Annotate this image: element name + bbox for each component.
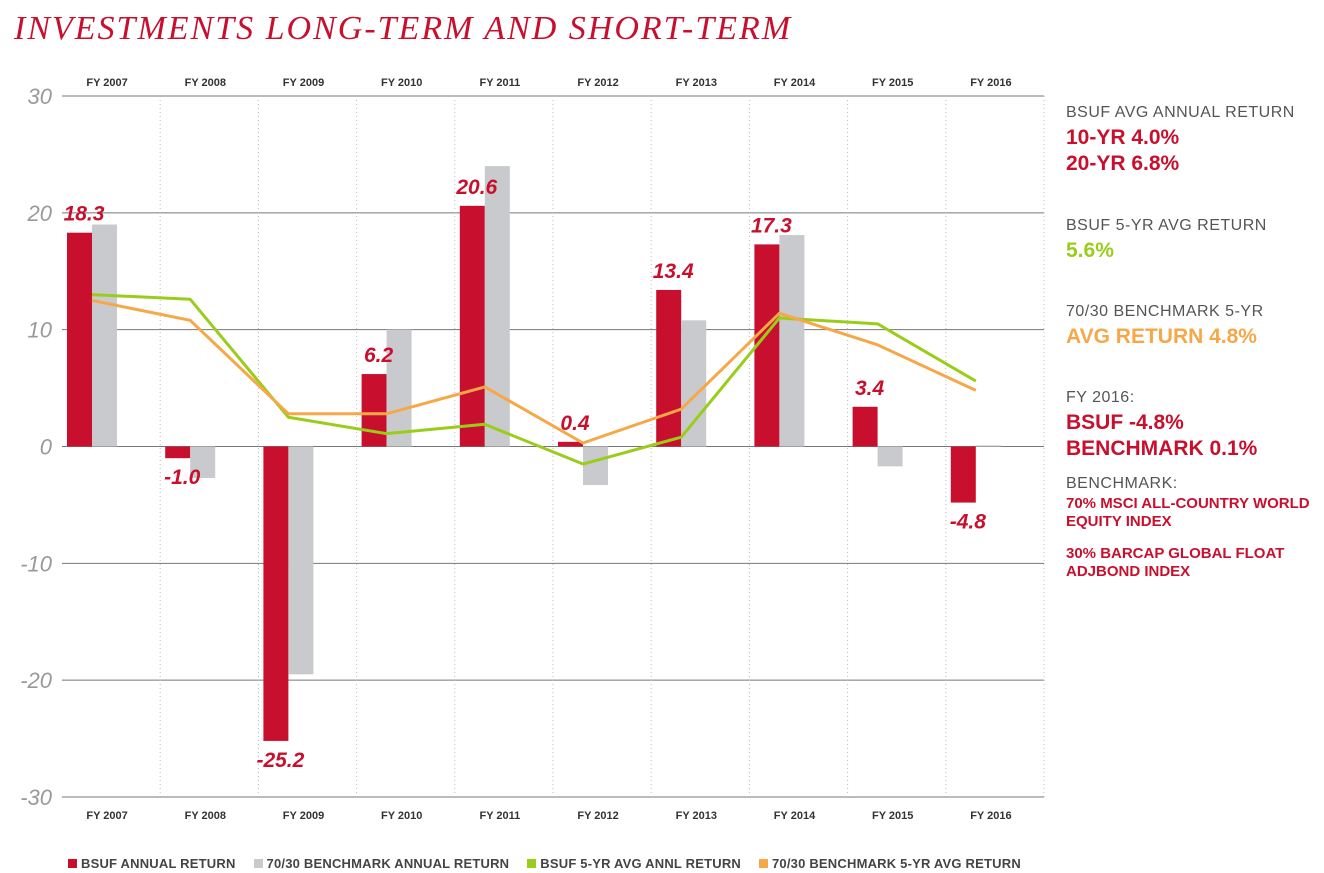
chart-title: INVESTMENTS LONG-TERM AND SHORT-TERM <box>14 10 793 47</box>
benchmark-msci: 70% MSCI ALL-COUNTRY WORLD EQUITY INDEX <box>1066 495 1310 530</box>
bar-benchmark <box>484 166 510 447</box>
y-tick-label: -20 <box>20 668 53 693</box>
bar-bsuf <box>263 446 289 741</box>
x-tick-label-top: FY 2013 <box>676 77 717 89</box>
x-tick-label-bottom: FY 2013 <box>676 810 717 822</box>
fy2016-bsuf: BSUF -4.8% <box>1066 411 1184 434</box>
x-tick-label-bottom: FY 2016 <box>970 810 1011 822</box>
x-tick-label-top: FY 2011 <box>480 77 521 89</box>
side-panel: BSUF AVG ANNUAL RETURN 10-YR 4.0% 20-YR … <box>1066 104 1316 176</box>
data-label: 17.3 <box>751 214 792 237</box>
legend-swatch <box>527 859 537 868</box>
y-tick-label: 0 <box>40 435 53 460</box>
bar-bsuf <box>67 232 92 447</box>
benchmark-header: BENCHMARK: <box>1066 475 1178 492</box>
data-label: 20.6 <box>455 176 497 199</box>
y-tick-label: 10 <box>28 318 53 343</box>
ten-yr-return: 10-YR 4.0% <box>1066 126 1180 149</box>
avg-annual-header: BSUF AVG ANNUAL RETURN <box>1066 104 1295 121</box>
y-tick-label: -10 <box>20 551 53 576</box>
bar-bsuf <box>361 374 387 447</box>
x-tick-label-top: FY 2007 <box>86 77 127 89</box>
chart-area: 30 20 10 0 -10 -20 -30 FY 2007 FY 2007 FY 2008 FY … <box>20 77 1045 822</box>
fy2016-bench: BENCHMARK 0.1% <box>1066 437 1258 460</box>
bench-header: 70/30 BENCHMARK 5-YR <box>1066 303 1264 320</box>
x-tick-label-bottom: FY 2007 <box>86 810 127 822</box>
line-benchmark-5yr-avg <box>91 298 977 445</box>
x-tick-label-bottom: FY 2012 <box>577 810 618 822</box>
x-tick-label-top: FY 2015 <box>872 77 913 89</box>
bar-benchmark <box>288 446 314 675</box>
line-bsuf-5yr-avg <box>91 293 977 466</box>
x-tick-label-top: FY 2012 <box>577 77 618 89</box>
bench-value: AVG RETURN 4.8% <box>1066 325 1257 348</box>
legend-swatch <box>759 859 768 868</box>
data-label: 18.3 <box>64 203 105 226</box>
bar-benchmark <box>583 446 608 486</box>
x-tick-label-top: FY 2010 <box>381 77 422 89</box>
legend-label: BSUF ANNUAL RETURN <box>81 856 236 871</box>
legend-swatch <box>253 859 263 868</box>
bar-benchmark <box>681 320 707 447</box>
data-label: -25.2 <box>256 749 304 772</box>
bar-benchmark <box>975 445 1001 447</box>
twenty-yr-return: 20-YR 6.8% <box>1066 152 1180 175</box>
bar-bsuf <box>558 441 583 447</box>
bar-bsuf <box>852 406 878 447</box>
legend-item: 70/30 BENCHMARK 5-YR AVG RETURN <box>759 856 1021 871</box>
fy2016-header: FY 2016: <box>1066 389 1135 406</box>
legend-item: BSUF 5-YR AVG ANNL RETURN <box>527 856 741 871</box>
x-tick-label-top: FY 2014 <box>774 77 816 89</box>
x-tick-label-bottom: FY 2015 <box>872 810 913 822</box>
legend-swatch <box>68 859 77 868</box>
bar-benchmark <box>877 446 903 467</box>
bar-bsuf <box>165 446 191 459</box>
bar-bsuf <box>459 205 485 447</box>
y-tick-label: 20 <box>27 201 53 226</box>
data-label: -1.0 <box>164 466 201 489</box>
benchmark-panel: BENCHMARK: 70% MSCI ALL-COUNTRY WORLD EQ… <box>1066 475 1316 581</box>
data-label: 6.2 <box>364 344 394 367</box>
y-tick-label: 30 <box>28 84 53 109</box>
bar-bsuf <box>950 446 976 503</box>
data-label: -4.8 <box>950 511 987 534</box>
x-tick-label-top: FY 2016 <box>970 77 1011 89</box>
y-tick-label: -30 <box>20 785 53 810</box>
five-yr-value: 5.6% <box>1066 239 1114 262</box>
benchmark-barcap: 30% BARCAP GLOBAL FLOAT ADJBOND INDEX <box>1066 545 1285 580</box>
bar-benchmark <box>386 329 412 447</box>
five-yr-header: BSUF 5-YR AVG RETURN <box>1066 217 1267 234</box>
x-tick-label-bottom: FY 2009 <box>283 810 324 822</box>
legend: BSUF ANNUAL RETURN 70/30 BENCHMARK ANNUA… <box>68 856 1021 871</box>
five-yr-panel: BSUF 5-YR AVG RETURN 5.6% <box>1066 217 1316 263</box>
x-tick-label-top: FY 2008 <box>185 77 226 89</box>
bar-benchmark <box>779 235 805 447</box>
x-tick-label-bottom: FY 2014 <box>774 810 816 822</box>
legend-label: 70/30 BENCHMARK 5-YR AVG RETURN <box>772 856 1021 871</box>
legend-item: BSUF ANNUAL RETURN <box>68 856 236 871</box>
x-tick-label-bottom: FY 2010 <box>381 810 422 822</box>
bar-bsuf <box>656 289 682 447</box>
legend-label: 70/30 BENCHMARK ANNUAL RETURN <box>266 856 510 871</box>
data-label: 0.4 <box>560 412 590 435</box>
bar-benchmark <box>92 224 117 447</box>
legend-label: BSUF 5-YR AVG ANNL RETURN <box>540 856 741 871</box>
bench-panel: 70/30 BENCHMARK 5-YR AVG RETURN 4.8% <box>1066 303 1316 349</box>
legend-item: 70/30 BENCHMARK ANNUAL RETURN <box>253 856 510 871</box>
bar-benchmark <box>190 446 216 479</box>
fy2016-panel: FY 2016: BSUF -4.8% BENCHMARK 0.1% <box>1066 389 1316 461</box>
data-label: 3.4 <box>855 377 885 400</box>
x-tick-label-bottom: FY 2008 <box>185 810 226 822</box>
data-label: 13.4 <box>653 260 694 283</box>
x-tick-label-bottom: FY 2011 <box>480 810 521 822</box>
x-tick-label-top: FY 2009 <box>283 77 324 89</box>
